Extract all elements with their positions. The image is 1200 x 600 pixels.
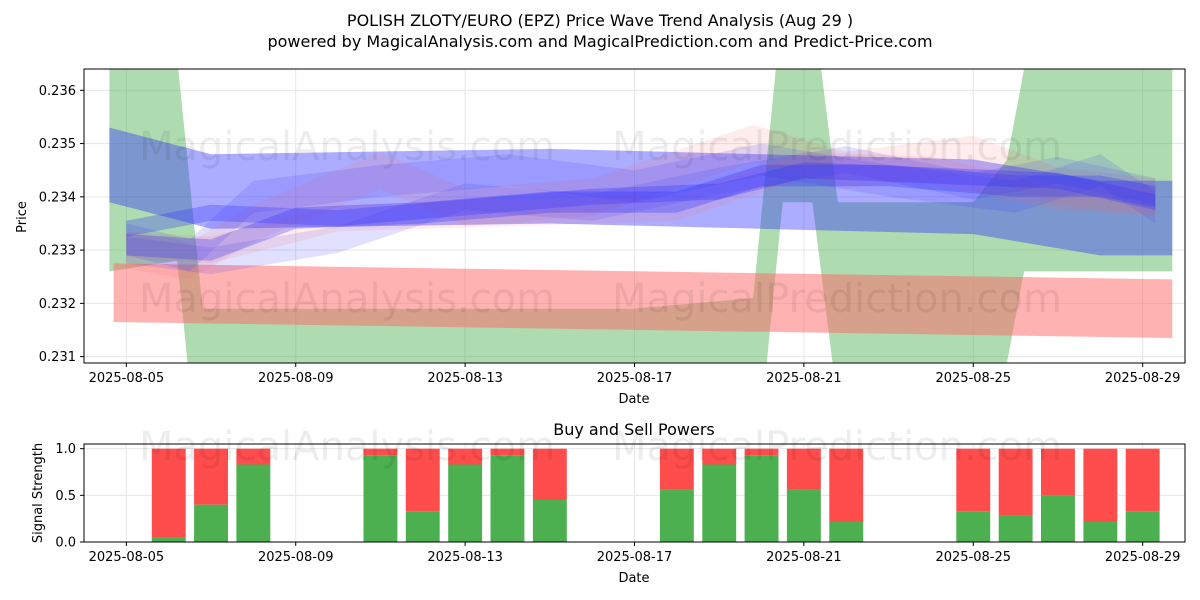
price-y-tick-label: 0.235: [39, 137, 76, 152]
sell-bar: [194, 448, 228, 505]
price-y-tick-label: 0.236: [39, 84, 76, 99]
buy-sell-y-axis: 0.0 0.5 1.0: [55, 442, 84, 551]
buy-bar: [490, 455, 525, 542]
buy-bar: [702, 464, 737, 542]
buy-sell-x-tick-label: 2025-08-05: [89, 550, 165, 565]
sell-bar: [1125, 448, 1160, 512]
sell-bar: [490, 448, 525, 456]
buy-bar: [405, 511, 440, 542]
price-band-blue-7: [126, 164, 1156, 261]
sell-bar: [151, 448, 186, 538]
buy-sell-x-tick-label: 2025-08-09: [258, 550, 334, 565]
buy-sell-x-tick-label: 2025-08-13: [427, 550, 503, 565]
buy-sell-x-tick-label: 2025-08-29: [1105, 550, 1181, 565]
price-y-tick-label: 0.233: [39, 244, 76, 259]
price-y-tick-label: 0.234: [39, 190, 76, 205]
watermark-bottom-right: MagicalPrediction.com: [612, 424, 1062, 470]
buy-sell-x-tick-label: 2025-08-17: [597, 550, 673, 565]
sell-bar: [405, 448, 440, 512]
buy-bar: [744, 455, 779, 542]
price-x-tick-label: 2025-08-13: [427, 371, 503, 386]
price-band-blue-4: [126, 143, 1156, 272]
buy-bar: [1125, 511, 1160, 542]
buy-sell-x-axis: 2025-08-05 2025-08-09 2025-08-13 2025-08-17…: [89, 542, 1181, 565]
buy-bar: [956, 511, 991, 542]
price-band-blue-5: [126, 146, 1156, 275]
sell-bar: [702, 448, 737, 465]
watermark-bottom-left: MagicalAnalysis.com: [139, 424, 555, 470]
buy-bar: [998, 515, 1033, 542]
sell-bar: [236, 448, 271, 465]
buy-sell-x-axis-label: Date: [618, 571, 649, 586]
buy-sell-x-tick-label: 2025-08-21: [766, 550, 842, 565]
buy-bar: [786, 489, 821, 542]
buy-bar: [659, 489, 694, 542]
sell-bar: [829, 448, 864, 522]
watermark-right: MagicalPrediction.com: [612, 124, 1062, 170]
sell-bar: [956, 448, 991, 512]
chart-title: POLISH ZLOTY/EURO (EPZ) Price Wave Trend…: [347, 11, 853, 30]
price-band-red-6: [126, 151, 1156, 264]
price-band-blue-2: [109, 127, 1173, 256]
price-band-red-1: [113, 263, 1173, 338]
buy-sell-x-tick-label: 2025-08-25: [935, 550, 1011, 565]
price-x-tick-label: 2025-08-21: [766, 371, 842, 386]
price-y-tick-label: 0.231: [39, 350, 76, 365]
sell-bar: [1041, 448, 1075, 496]
sell-bar: [532, 448, 567, 500]
price-x-tick-label: 2025-08-05: [89, 371, 165, 386]
sell-bar: [744, 448, 779, 456]
price-chart: MagicalAnalysis.com MagicalPrediction.co…: [15, 68, 1186, 407]
buy-bar: [1041, 495, 1075, 542]
buy-bar: [532, 500, 567, 542]
buy-bar: [236, 464, 271, 542]
price-x-axis: 2025-08-05 2025-08-09 2025-08-13 2025-08-17…: [89, 363, 1181, 386]
price-y-axis: 0.231 0.232 0.233 0.234 0.235 0.236: [39, 84, 84, 365]
price-x-tick-label: 2025-08-17: [597, 371, 673, 386]
chart-subtitle: powered by MagicalAnalysis.com and Magic…: [267, 32, 932, 51]
buy-bar: [151, 537, 186, 542]
buy-bar: [1083, 521, 1118, 542]
price-band-blue-8: [126, 162, 1156, 237]
buy-sell-bars: [151, 448, 1160, 542]
buy-bar: [194, 504, 228, 542]
price-x-tick-label: 2025-08-29: [1105, 371, 1181, 386]
buy-sell-y-tick-label: 1.0: [55, 442, 76, 457]
watermark-left: MagicalAnalysis.com: [139, 124, 555, 170]
price-x-axis-label: Date: [618, 392, 649, 407]
buy-sell-chart: Buy and Sell Powers MagicalAnalysis.com …: [31, 420, 1186, 586]
buy-sell-y-tick-label: 0.0: [55, 536, 76, 551]
sell-bar: [1083, 448, 1118, 522]
buy-bar: [363, 455, 398, 542]
watermark-right-lower: MagicalPrediction.com: [612, 276, 1062, 322]
price-bands: [109, 69, 1173, 363]
sell-bar: [998, 448, 1033, 516]
sell-bar: [659, 448, 694, 490]
price-y-tick-label: 0.232: [39, 297, 76, 312]
price-band-red-3: [126, 124, 1156, 280]
price-x-tick-label: 2025-08-25: [935, 371, 1011, 386]
price-x-tick-label: 2025-08-09: [258, 371, 334, 386]
watermark-left-lower: MagicalAnalysis.com: [139, 276, 555, 322]
buy-sell-y-axis-label: Signal Strength: [31, 443, 46, 543]
buy-bar: [829, 521, 864, 542]
buy-sell-y-tick-label: 0.5: [55, 489, 76, 504]
sell-bar: [786, 448, 821, 490]
sell-bar: [448, 448, 483, 465]
buy-bar: [448, 464, 483, 542]
sell-bar: [363, 448, 398, 456]
price-y-axis-label: Price: [15, 201, 30, 233]
buy-sell-title: Buy and Sell Powers: [553, 420, 715, 439]
